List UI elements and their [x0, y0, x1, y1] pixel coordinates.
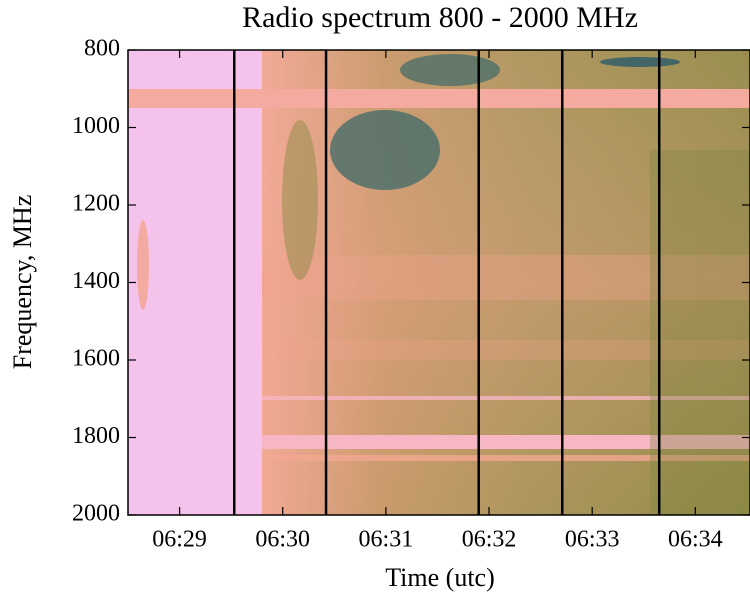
heatmap-blob	[330, 110, 440, 190]
y-tick-label: 2000	[72, 501, 120, 527]
x-tick-label: 06:32	[462, 527, 517, 553]
heatmap-band	[262, 455, 750, 461]
heatmap-blob	[400, 54, 500, 86]
y-tick-label: 1600	[72, 346, 120, 372]
x-tick-label: 06:31	[359, 527, 414, 553]
x-tick-label: 06:33	[565, 527, 620, 553]
heatmap-blob	[282, 120, 318, 280]
heatmap	[128, 50, 750, 515]
heatmap-band	[262, 435, 750, 449]
heatmap-band	[262, 255, 750, 300]
y-tick-label: 800	[84, 36, 120, 62]
heatmap-region	[650, 150, 750, 515]
heatmap-band	[262, 396, 750, 400]
y-tick-label: 1400	[72, 268, 120, 294]
x-tick-label: 06:30	[255, 527, 310, 553]
y-axis-label: Frequency, MHz	[8, 195, 37, 369]
heatmap-blob	[600, 57, 680, 67]
y-tick-label: 1200	[72, 191, 120, 217]
heatmap-blob	[137, 220, 149, 310]
chart-title: Radio spectrum 800 - 2000 MHz	[242, 1, 638, 34]
y-tick-label: 1000	[72, 113, 120, 139]
y-tick-label: 1800	[72, 423, 120, 449]
x-tick-label: 06:34	[668, 527, 723, 553]
heatmap-band	[262, 340, 750, 360]
heatmap-band	[128, 89, 750, 108]
x-tick-label: 06:29	[152, 527, 207, 553]
x-axis-label: Time (utc)	[385, 563, 495, 592]
